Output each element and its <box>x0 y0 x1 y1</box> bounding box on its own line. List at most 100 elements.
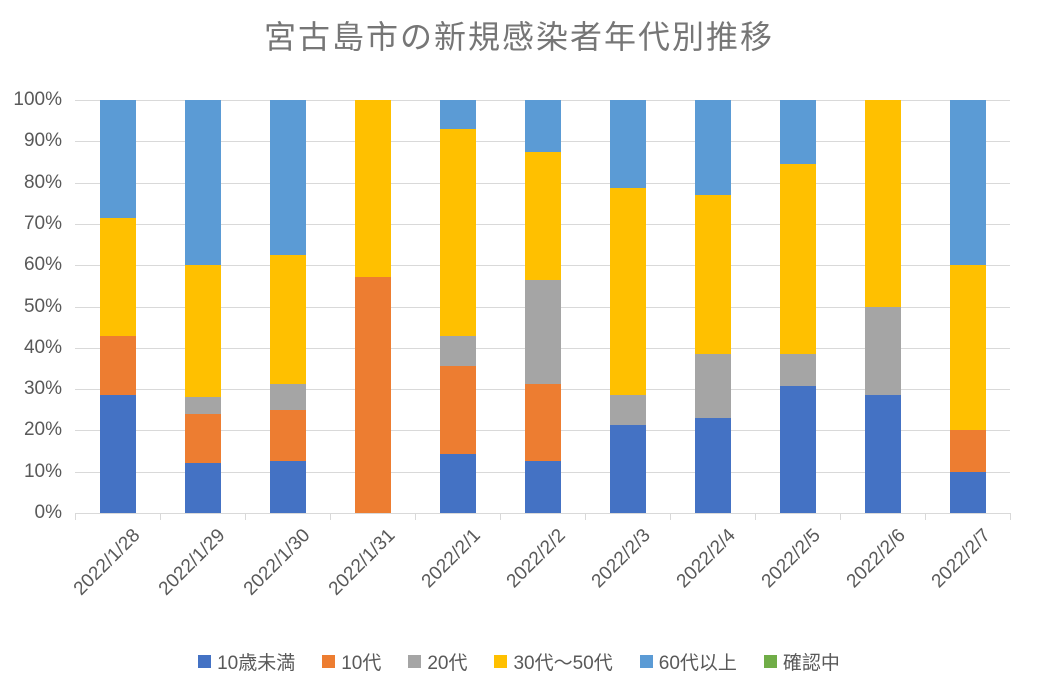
bar-segment-60代以上 <box>439 100 476 130</box>
bar-segment-60代以上 <box>269 100 306 255</box>
bar-segment-10歳未満 <box>99 394 136 513</box>
y-tick-label: 100% <box>13 89 62 110</box>
bar-segment-60代以上 <box>949 100 986 266</box>
legend: 10歳未満 10代 20代 30代〜50代 60代以上 確認中 <box>0 648 1038 675</box>
bar-segment-30代〜50代 <box>524 151 561 281</box>
bar-segment-60代以上 <box>609 100 646 189</box>
bar-segment-60代以上 <box>184 100 221 266</box>
legend-swatch-icon <box>494 655 508 668</box>
stacked-bar <box>269 100 306 513</box>
bar-column <box>755 100 840 513</box>
bar-segment-20代 <box>694 354 731 418</box>
stacked-bar <box>99 100 136 513</box>
legend-label: 20代 <box>427 653 468 674</box>
bar-segment-30代〜50代 <box>779 163 816 354</box>
bar-column <box>585 100 670 513</box>
bar-segment-30代〜50代 <box>184 265 221 398</box>
y-tick-label: 30% <box>23 378 62 399</box>
bar-column <box>160 100 245 513</box>
x-tick-mark <box>330 513 331 520</box>
y-tick-label: 70% <box>23 213 62 234</box>
bar-segment-30代〜50代 <box>949 265 986 431</box>
legend-item-60代以上: 60代以上 <box>639 648 737 675</box>
bar-segment-10代 <box>269 409 306 462</box>
bar-column <box>840 100 925 513</box>
stacked-bar <box>949 100 986 513</box>
bars-layer <box>75 100 1010 513</box>
y-tick-label: 60% <box>23 254 62 275</box>
y-tick-label: 80% <box>23 172 62 193</box>
x-tick-label: 2022/2/2 <box>502 525 570 593</box>
x-tick-label: 2022/2/5 <box>757 525 825 593</box>
x-tick-mark <box>75 513 76 520</box>
stacked-bar <box>694 100 731 513</box>
y-tick-label: 0% <box>34 502 62 523</box>
legend-label: 確認中 <box>782 653 840 674</box>
bar-segment-10歳未満 <box>439 453 476 513</box>
x-tick-mark <box>1010 513 1011 520</box>
y-tick-label: 90% <box>23 130 62 151</box>
x-tick-mark <box>925 513 926 520</box>
stacked-bar <box>524 100 561 513</box>
x-tick-label: 2022/1/30 <box>240 525 315 600</box>
gridline <box>75 513 1010 514</box>
bar-segment-10歳未満 <box>269 461 306 513</box>
bar-segment-10代 <box>184 413 221 464</box>
legend-item-20代: 20代 <box>408 648 467 675</box>
y-tick-label: 10% <box>23 461 62 482</box>
bar-segment-10代 <box>524 383 561 462</box>
bar-segment-30代〜50代 <box>99 217 136 336</box>
x-tick-label: 2022/2/4 <box>672 525 740 593</box>
plot-area <box>75 100 1011 520</box>
bar-column <box>75 100 160 513</box>
bar-column <box>415 100 500 513</box>
x-tick-mark <box>160 513 161 520</box>
x-tick-label: 2022/1/28 <box>70 525 145 600</box>
legend-swatch-icon <box>322 655 336 668</box>
bar-column <box>330 100 415 513</box>
x-tick-mark <box>755 513 756 520</box>
legend-label: 10歳未満 <box>217 653 296 674</box>
legend-item-10代: 10代 <box>322 648 381 675</box>
legend-swatch-icon <box>639 655 653 668</box>
stacked-bar <box>864 100 901 513</box>
bar-segment-20代 <box>864 306 901 395</box>
legend-label: 30代〜50代 <box>513 653 613 674</box>
bar-column <box>925 100 1010 513</box>
bar-segment-10歳未満 <box>524 461 561 513</box>
legend-label: 10代 <box>341 653 382 674</box>
legend-item-30代〜50代: 30代〜50代 <box>494 648 613 675</box>
stacked-bar <box>439 100 476 513</box>
bar-segment-20代 <box>269 384 306 410</box>
x-tick-label: 2022/1/31 <box>325 525 400 600</box>
bar-segment-60代以上 <box>524 100 561 152</box>
legend-item-確認中: 確認中 <box>763 648 840 675</box>
bar-segment-20代 <box>524 280 561 384</box>
chart-title: 宮古島市の新規感染者年代別推移 <box>263 19 774 55</box>
y-tick-label: 50% <box>23 296 62 317</box>
x-tick-label: 2022/2/7 <box>927 525 995 593</box>
bar-segment-20代 <box>439 335 476 366</box>
x-tick-label: 2022/1/29 <box>155 525 230 600</box>
x-tick-mark <box>245 513 246 520</box>
bar-segment-30代〜50代 <box>609 188 646 395</box>
x-tick-mark <box>585 513 586 520</box>
bar-column <box>500 100 585 513</box>
legend-swatch-icon <box>408 655 422 668</box>
y-axis: 0% 10% 20% 30% 40% 50% 60% 70% 80% 90% 100% <box>0 89 62 523</box>
bar-column <box>245 100 330 513</box>
bar-segment-30代〜50代 <box>694 195 731 355</box>
bar-segment-10歳未満 <box>609 424 646 513</box>
x-tick-mark <box>500 513 501 520</box>
bar-segment-30代〜50代 <box>354 100 391 278</box>
legend-swatch-icon <box>763 655 777 668</box>
x-tick-mark <box>840 513 841 520</box>
y-tick-label: 40% <box>23 337 62 358</box>
legend-swatch-icon <box>198 655 212 668</box>
bar-segment-60代以上 <box>779 100 816 164</box>
bar-segment-60代以上 <box>99 100 136 218</box>
bar-segment-30代〜50代 <box>439 129 476 336</box>
bar-segment-10歳未満 <box>949 471 986 513</box>
x-tick-mark <box>415 513 416 520</box>
